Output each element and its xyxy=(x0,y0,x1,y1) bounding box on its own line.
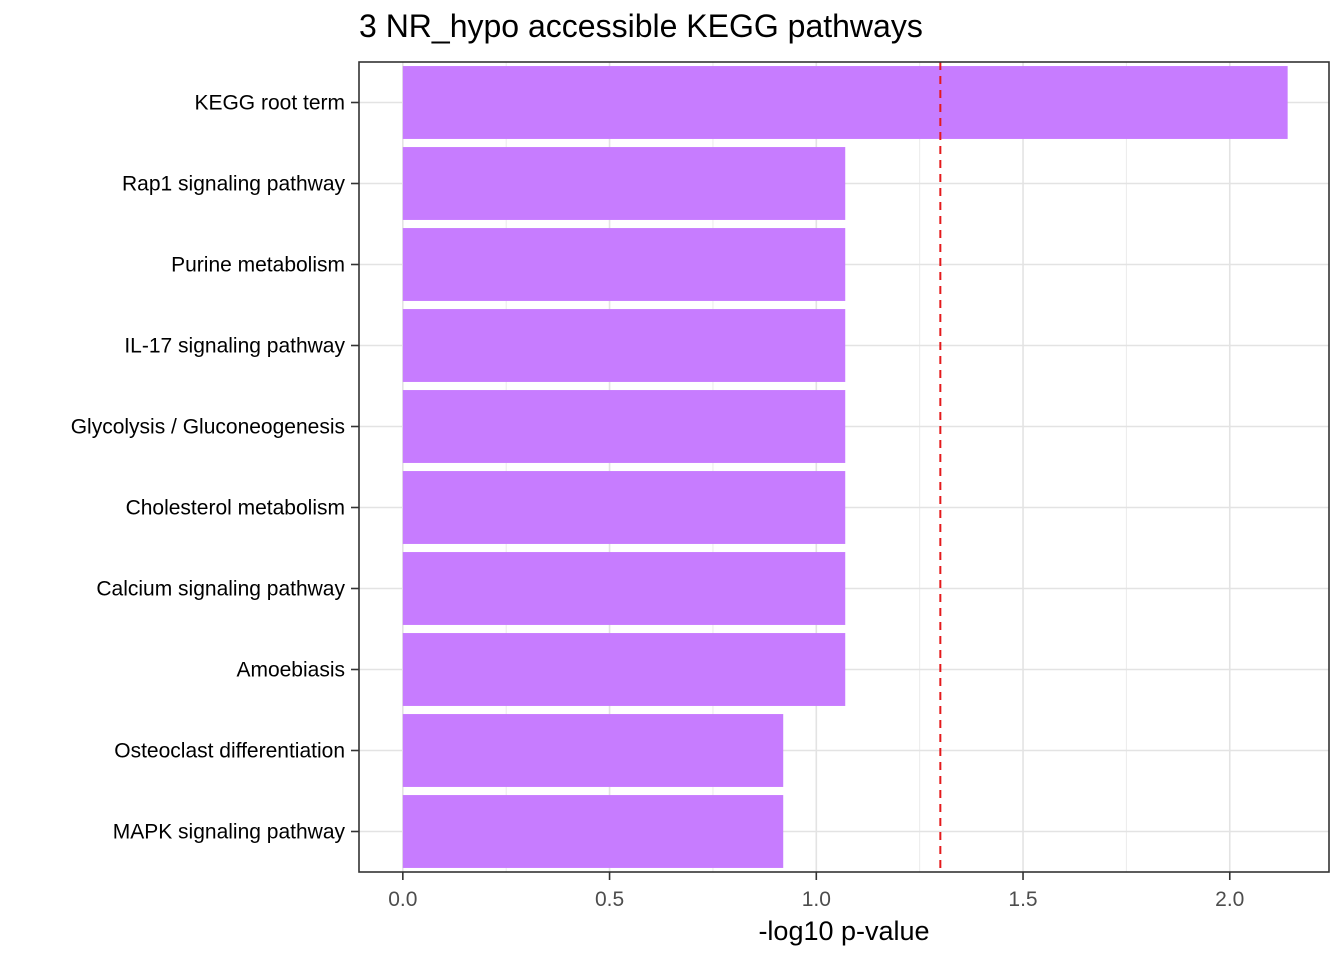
bar xyxy=(402,471,846,544)
bar xyxy=(402,228,846,301)
bar xyxy=(402,552,846,625)
y-tick-label: Calcium signaling pathway xyxy=(96,578,345,601)
y-tick-label: IL-17 signaling pathway xyxy=(124,335,345,358)
bar xyxy=(402,714,784,787)
x-axis-label: -log10 p-value xyxy=(758,916,929,946)
bar xyxy=(402,390,846,463)
x-tick-label: 0.5 xyxy=(595,888,624,911)
x-tick-label: 0.0 xyxy=(388,888,417,911)
bars xyxy=(402,66,1288,868)
bar xyxy=(402,309,846,382)
bar xyxy=(402,66,1288,139)
y-tick-label: Osteoclast differentiation xyxy=(114,740,345,763)
bar xyxy=(402,633,846,706)
x-tick-label: 1.0 xyxy=(802,888,831,911)
y-tick-label: Glycolysis / Gluconeogenesis xyxy=(71,416,345,439)
y-axis: KEGG root term Rap1 signaling pathway Puri… xyxy=(71,92,359,844)
y-tick-label: Purine metabolism xyxy=(171,254,345,277)
y-tick-label: Amoebiasis xyxy=(236,659,345,682)
plot-panel-border xyxy=(358,61,1330,873)
bar xyxy=(402,795,784,868)
x-tick-label: 2.0 xyxy=(1215,888,1244,911)
y-tick-label: Cholesterol metabolism xyxy=(126,497,345,520)
y-tick-label: MAPK signaling pathway xyxy=(113,821,346,844)
bar xyxy=(402,147,846,220)
y-tick-label: Rap1 signaling pathway xyxy=(122,173,345,196)
x-axis: 0.0 0.5 1.0 1.5 2.0 xyxy=(388,872,1244,911)
y-tick-label: KEGG root term xyxy=(194,92,345,115)
chart-title: 3 NR_hypo accessible KEGG pathways xyxy=(359,8,923,44)
x-tick-label: 1.5 xyxy=(1008,888,1037,911)
